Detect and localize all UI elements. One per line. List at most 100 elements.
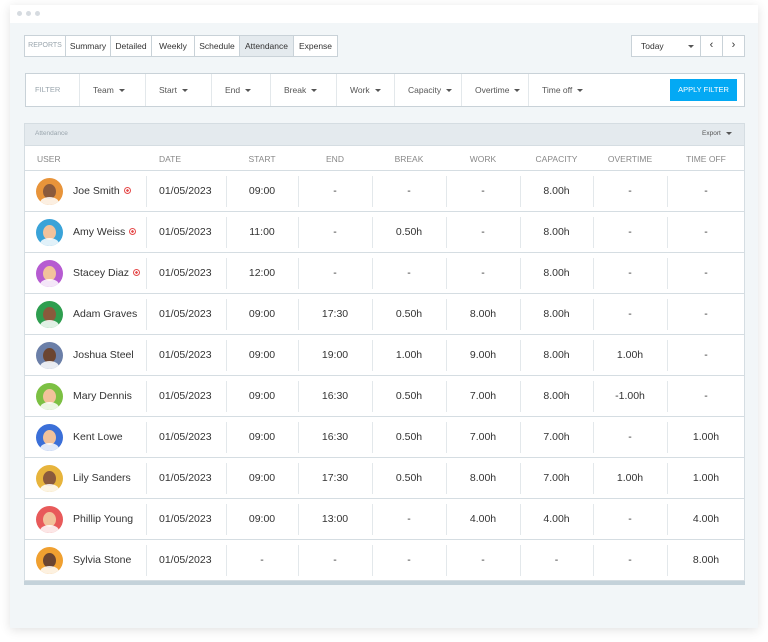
filter-dropdown[interactable]: Work (350, 85, 381, 95)
row-divider (24, 375, 745, 376)
cell-divider (520, 176, 521, 207)
row-divider (24, 252, 745, 253)
apply-filter-button[interactable]: APPLY FILTER (670, 79, 737, 101)
cell-divider (520, 217, 521, 248)
running-indicator (133, 269, 141, 276)
cell: 0.50h (395, 308, 423, 320)
export-button[interactable]: Export (702, 130, 732, 137)
caret (577, 89, 584, 93)
avatar (36, 260, 63, 287)
cell: 17:30 (321, 308, 349, 320)
column-header: WORK (469, 154, 497, 164)
cell: 01/05/2023 (159, 226, 212, 238)
cell-divider (520, 340, 521, 371)
user-name: Lily Sanders (73, 472, 131, 484)
date-picker[interactable]: Today (631, 35, 701, 57)
cell: 7.00h (543, 431, 570, 443)
table (24, 146, 745, 581)
cell: 0.50h (395, 390, 423, 402)
avatar-face (43, 553, 56, 568)
cell: 7.00h (543, 472, 570, 484)
row-divider (24, 457, 745, 458)
cell-divider (372, 504, 373, 535)
avatar (36, 547, 63, 574)
filter-dropdown[interactable]: Capacity (408, 85, 453, 95)
column-header: END (326, 154, 344, 164)
avatar-body (40, 484, 59, 492)
cell-divider (667, 340, 668, 371)
cell-divider (298, 217, 299, 248)
date-picker-label: Today (641, 41, 664, 51)
avatar-face (43, 184, 56, 199)
cell-divider (226, 545, 227, 576)
avatar-body (40, 566, 59, 574)
cell-divider (226, 217, 227, 248)
tab[interactable]: Detailed (110, 35, 152, 57)
cell: - (704, 185, 708, 197)
user-name: Kent Lowe (73, 431, 123, 443)
column-header: CAPACITY (535, 154, 578, 164)
cell: 8.00h (469, 472, 497, 484)
cell-divider (372, 545, 373, 576)
cell-divider (146, 176, 147, 207)
cell: 1.00h (616, 349, 644, 361)
next-button[interactable]: › (722, 35, 745, 57)
tab[interactable]: Attendance (239, 35, 294, 57)
cell-divider (667, 381, 668, 412)
cell-divider (298, 545, 299, 576)
filter-dropdown-label: Capacity (408, 85, 442, 95)
avatar-face (43, 389, 56, 404)
filter-dropdown[interactable]: Break (284, 85, 318, 95)
filter-separator (79, 74, 80, 106)
cell-divider (146, 381, 147, 412)
cell: 09:00 (248, 308, 276, 320)
cell-divider (520, 504, 521, 535)
filter-dropdown-label: Time off (542, 85, 573, 95)
user-name: Amy Weiss (73, 226, 126, 238)
cell: - (628, 185, 632, 197)
cell-divider (520, 545, 521, 576)
cell-divider (226, 258, 227, 289)
cell-divider (667, 504, 668, 535)
cell: 1.00h (692, 431, 720, 443)
cell: 17:30 (321, 472, 349, 484)
filter-dropdown[interactable]: Team (93, 85, 125, 95)
cell: 09:00 (248, 472, 276, 484)
filter-dropdown[interactable]: Time off (542, 85, 584, 95)
cell: 8.00h (543, 267, 570, 279)
cell: - (704, 390, 708, 402)
row-divider (24, 293, 745, 294)
cell-divider (298, 340, 299, 371)
caret (311, 89, 318, 93)
caret (725, 131, 732, 135)
cell: 8.00h (543, 349, 570, 361)
tab[interactable]: Schedule (194, 35, 240, 57)
cell-divider (146, 504, 147, 535)
filter-dropdown[interactable]: Start (159, 85, 188, 95)
tab[interactable]: Summary (65, 35, 111, 57)
cell: - (407, 513, 411, 525)
tab[interactable]: Expense (293, 35, 338, 57)
cell: - (704, 349, 708, 361)
cell-divider (372, 381, 373, 412)
cell-divider (372, 422, 373, 453)
cell: - (628, 554, 632, 566)
filter-dropdown[interactable]: End (225, 85, 252, 95)
cell: - (333, 226, 337, 238)
column-header: TIME OFF (686, 154, 726, 164)
table-footer (24, 581, 745, 585)
filter-dropdown-label: Work (350, 85, 370, 95)
cell-divider (667, 422, 668, 453)
export-label: Export (702, 130, 721, 137)
tab[interactable]: Weekly (151, 35, 195, 57)
table-title: Attendance (35, 130, 68, 137)
filter-bar (25, 73, 745, 107)
avatar (36, 178, 63, 205)
cell-divider (146, 340, 147, 371)
cell: - (481, 267, 485, 279)
cell-divider (298, 176, 299, 207)
prev-button[interactable]: ‹ (700, 35, 723, 57)
column-header: BREAK (394, 154, 424, 164)
filter-dropdown[interactable]: Overtime (475, 85, 521, 95)
cell: 11:00 (249, 226, 275, 238)
